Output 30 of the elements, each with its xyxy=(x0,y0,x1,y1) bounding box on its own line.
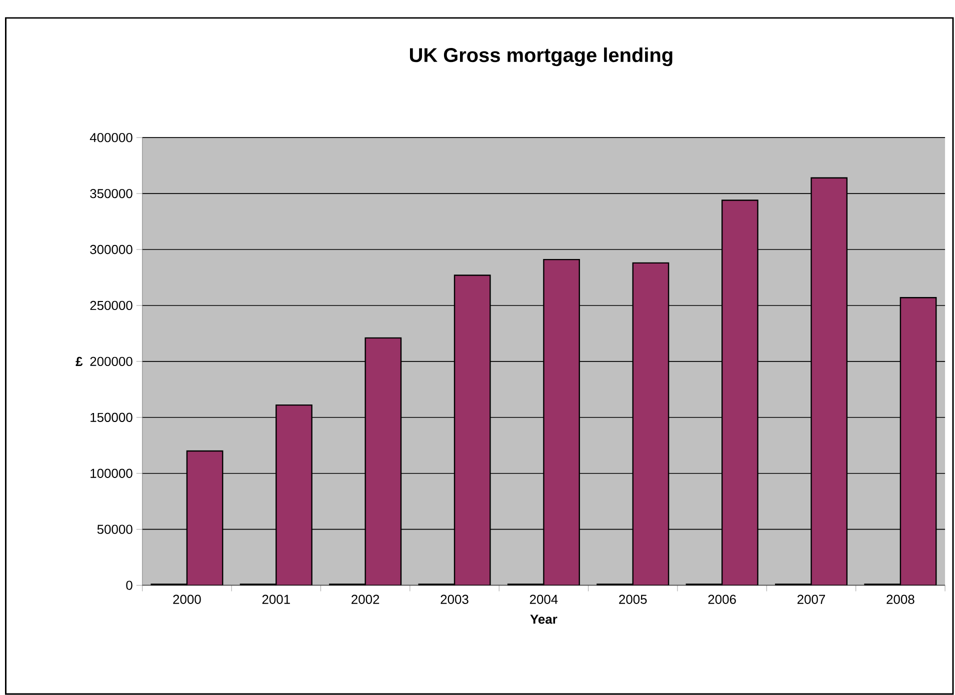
bar xyxy=(632,262,670,586)
bar xyxy=(543,259,580,586)
y-tick-label: 50000 xyxy=(97,524,132,534)
x-tick-label: 2003 xyxy=(440,594,468,604)
x-axis-title: Year xyxy=(530,614,558,624)
x-tick-label: 2007 xyxy=(797,594,826,604)
chart-title: UK Gross mortgage lending xyxy=(410,47,672,66)
y-tick-label: 400000 xyxy=(90,133,132,142)
bar xyxy=(810,177,848,586)
bar xyxy=(454,274,491,586)
x-tick-label: 2004 xyxy=(530,594,558,604)
y-axis-title: £ xyxy=(76,356,83,366)
y-tick-label: 100000 xyxy=(90,468,132,478)
x-tick-label: 2001 xyxy=(262,594,290,604)
y-tick-label: 150000 xyxy=(90,412,132,422)
y-tick-label: 300000 xyxy=(90,244,132,254)
bar xyxy=(186,450,224,586)
x-tick-label: 2005 xyxy=(619,594,647,604)
bar xyxy=(276,404,312,586)
x-tick-label: 2008 xyxy=(886,594,914,604)
y-tick-label: 350000 xyxy=(90,188,132,198)
x-tick-label: 2000 xyxy=(173,594,201,604)
y-tick-label: 200000 xyxy=(90,356,132,366)
y-tick-label: 250000 xyxy=(90,300,132,310)
x-tick-label: 2006 xyxy=(708,594,736,604)
bar xyxy=(721,200,758,586)
y-tick-label: 0 xyxy=(126,580,132,590)
bar xyxy=(364,337,402,586)
bar xyxy=(900,297,937,586)
x-tick-label: 2002 xyxy=(352,594,380,604)
